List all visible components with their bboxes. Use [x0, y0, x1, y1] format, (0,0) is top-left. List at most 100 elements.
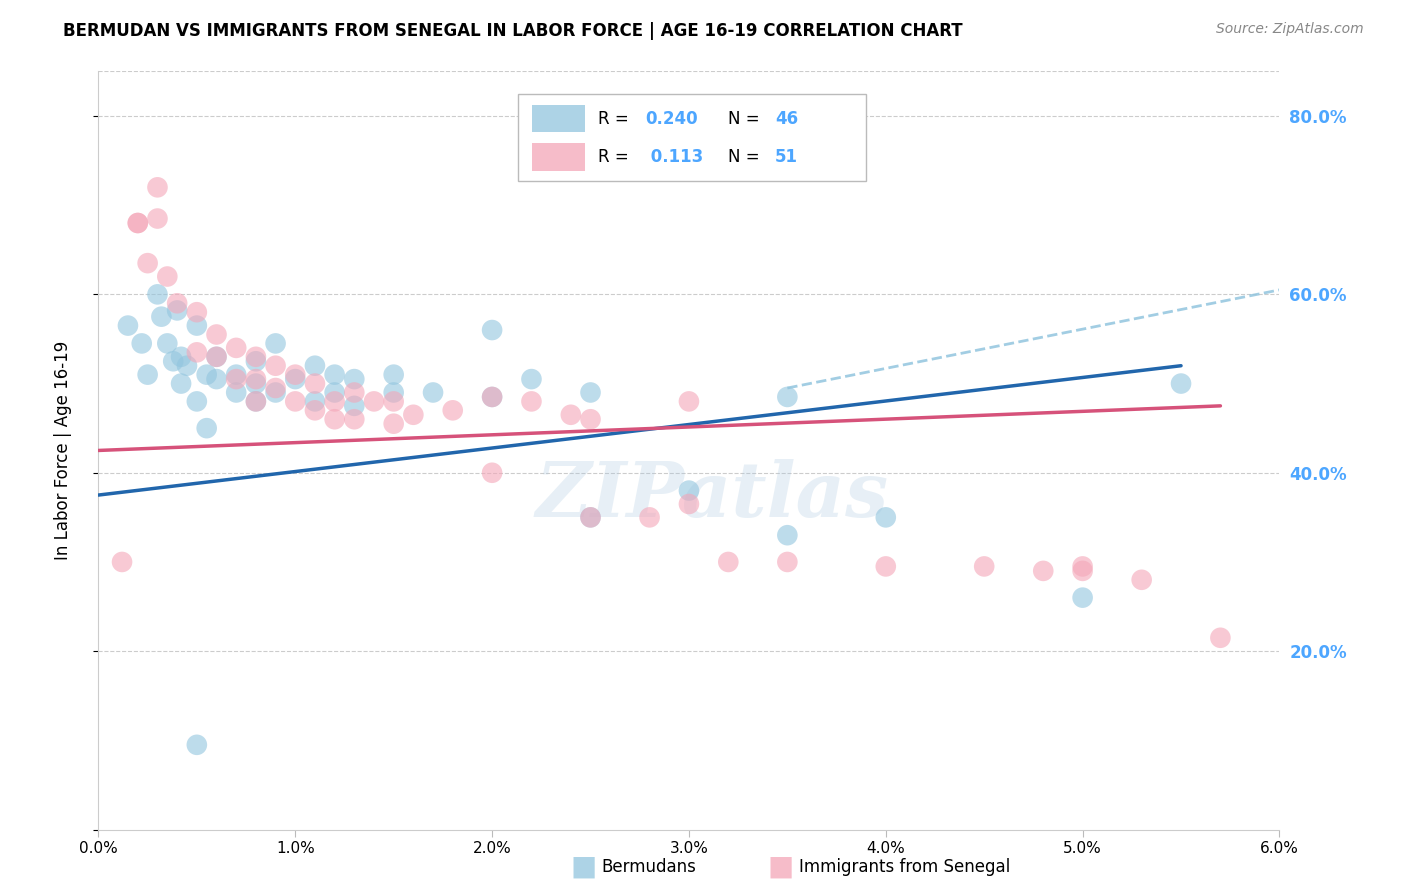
Point: [205, 350, 228, 364]
Point: [146, 287, 169, 301]
Point: [875, 510, 897, 524]
Text: N =: N =: [728, 110, 765, 128]
Point: [264, 336, 287, 351]
Point: [156, 269, 179, 284]
Point: [520, 372, 543, 386]
Point: [776, 528, 799, 542]
Point: [678, 497, 700, 511]
Point: [170, 350, 193, 364]
Point: [343, 412, 366, 426]
Point: [382, 385, 405, 400]
Point: [186, 305, 208, 319]
Point: [481, 466, 503, 480]
Point: [284, 372, 307, 386]
Point: [245, 394, 267, 409]
Point: [264, 385, 287, 400]
Point: [304, 403, 326, 417]
Point: [186, 318, 208, 333]
Text: 0.113: 0.113: [645, 148, 703, 166]
Point: [1071, 564, 1094, 578]
Point: [579, 510, 602, 524]
Point: [323, 368, 346, 382]
Point: [304, 359, 326, 373]
Point: [176, 359, 198, 373]
Point: [382, 368, 405, 382]
Text: Source: ZipAtlas.com: Source: ZipAtlas.com: [1216, 22, 1364, 37]
Point: [717, 555, 740, 569]
Point: [304, 376, 326, 391]
Point: [205, 327, 228, 342]
FancyBboxPatch shape: [517, 95, 866, 181]
Point: [186, 394, 208, 409]
Point: [1170, 376, 1192, 391]
Point: [1071, 559, 1094, 574]
Point: [136, 256, 159, 270]
Text: 51: 51: [775, 148, 799, 166]
Text: R =: R =: [598, 148, 634, 166]
Point: [776, 555, 799, 569]
Point: [127, 216, 149, 230]
Point: [245, 372, 267, 386]
Point: [245, 354, 267, 368]
Point: [166, 303, 188, 318]
Point: [225, 385, 247, 400]
Point: [579, 385, 602, 400]
Point: [481, 390, 503, 404]
Point: [146, 211, 169, 226]
Text: N =: N =: [728, 148, 765, 166]
Text: 0.240: 0.240: [645, 110, 697, 128]
Point: [186, 345, 208, 359]
Point: [117, 318, 139, 333]
Point: [245, 376, 267, 391]
Point: [195, 421, 218, 435]
Point: [264, 359, 287, 373]
Point: [150, 310, 173, 324]
Point: [323, 412, 346, 426]
Point: [170, 376, 193, 391]
Point: [146, 180, 169, 194]
Point: [973, 559, 995, 574]
Point: [323, 385, 346, 400]
Point: [1209, 631, 1232, 645]
Point: [225, 372, 247, 386]
Point: [323, 394, 346, 409]
Text: Bermudans: Bermudans: [602, 858, 696, 876]
Point: [225, 341, 247, 355]
Point: [579, 412, 602, 426]
Point: [136, 368, 159, 382]
Point: [1130, 573, 1153, 587]
Point: [156, 336, 179, 351]
Point: [205, 372, 228, 386]
Point: [678, 483, 700, 498]
Text: ZIPatlas: ZIPatlas: [536, 459, 889, 533]
Point: [678, 394, 700, 409]
Point: [111, 555, 134, 569]
Point: [225, 368, 247, 382]
Text: 46: 46: [775, 110, 799, 128]
Y-axis label: In Labor Force | Age 16-19: In Labor Force | Age 16-19: [53, 341, 72, 560]
Point: [245, 350, 267, 364]
Point: [284, 368, 307, 382]
Point: [441, 403, 464, 417]
Point: [343, 399, 366, 413]
Point: [579, 510, 602, 524]
Point: [481, 323, 503, 337]
Point: [402, 408, 425, 422]
Point: [131, 336, 153, 351]
Point: [245, 394, 267, 409]
Point: [1071, 591, 1094, 605]
Point: [481, 390, 503, 404]
Point: [1032, 564, 1054, 578]
Point: [382, 394, 405, 409]
Point: [382, 417, 405, 431]
Point: [560, 408, 582, 422]
Text: BERMUDAN VS IMMIGRANTS FROM SENEGAL IN LABOR FORCE | AGE 16-19 CORRELATION CHART: BERMUDAN VS IMMIGRANTS FROM SENEGAL IN L…: [63, 22, 963, 40]
Point: [162, 354, 184, 368]
Point: [264, 381, 287, 395]
Point: [205, 350, 228, 364]
Point: [422, 385, 444, 400]
Point: [875, 559, 897, 574]
FancyBboxPatch shape: [531, 105, 585, 132]
Text: ■: ■: [768, 853, 793, 881]
Point: [776, 390, 799, 404]
